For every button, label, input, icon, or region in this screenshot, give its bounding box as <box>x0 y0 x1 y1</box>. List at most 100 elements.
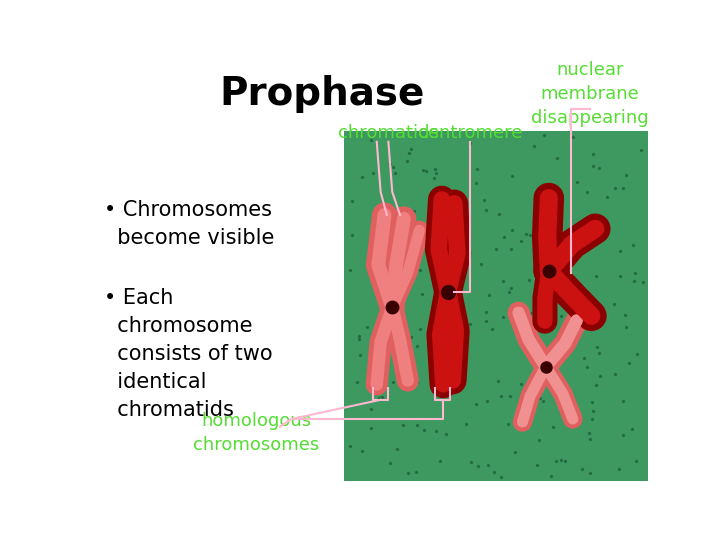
Point <box>587 407 598 416</box>
Point <box>429 210 441 218</box>
Point <box>627 241 639 249</box>
Point <box>590 381 601 389</box>
Point <box>390 219 402 227</box>
Text: nuclear
membrane
disappearing: nuclear membrane disappearing <box>531 62 649 127</box>
Point <box>404 380 415 388</box>
Point <box>570 330 582 339</box>
Point <box>472 462 484 471</box>
Point <box>586 415 598 423</box>
Point <box>637 278 649 286</box>
Point <box>531 358 542 367</box>
Point <box>549 361 561 370</box>
Point <box>621 171 632 179</box>
Point <box>593 349 605 357</box>
Point <box>563 260 575 268</box>
Point <box>542 377 554 386</box>
Point <box>370 273 382 282</box>
Point <box>411 342 423 350</box>
Point <box>368 168 379 177</box>
Point <box>620 310 631 319</box>
Point <box>481 397 492 406</box>
Point <box>492 377 504 386</box>
Point <box>551 383 562 391</box>
Point <box>431 427 442 436</box>
Point <box>587 398 598 407</box>
Point <box>609 369 621 378</box>
Point <box>571 177 582 186</box>
Point <box>490 245 502 253</box>
Point <box>515 380 526 388</box>
Point <box>563 288 575 297</box>
Text: • Each
  chromosome
  consists of two
  identical
  chromatids: • Each chromosome consists of two identi… <box>104 288 273 420</box>
Point <box>525 309 536 318</box>
Point <box>454 363 465 372</box>
Point <box>447 384 459 393</box>
Point <box>416 289 428 298</box>
Point <box>365 404 377 413</box>
Point <box>554 341 566 349</box>
Point <box>590 272 602 280</box>
Point <box>408 207 419 215</box>
Point <box>387 326 399 334</box>
Point <box>564 293 576 302</box>
Point <box>584 469 595 477</box>
Point <box>405 333 416 341</box>
Point <box>498 313 509 321</box>
Point <box>365 253 377 261</box>
Text: Prophase: Prophase <box>220 75 426 113</box>
Point <box>538 131 549 139</box>
Point <box>613 464 625 473</box>
Point <box>524 376 536 384</box>
Point <box>534 394 546 403</box>
Point <box>374 214 385 223</box>
Point <box>584 229 595 238</box>
Point <box>361 322 373 331</box>
Text: homologous
chromosomes: homologous chromosomes <box>194 412 320 454</box>
Point <box>576 464 588 473</box>
Point <box>523 276 534 285</box>
Point <box>567 132 579 141</box>
Point <box>578 353 590 362</box>
Point <box>614 247 626 256</box>
Point <box>387 377 399 386</box>
Point <box>550 457 562 465</box>
Point <box>347 231 359 240</box>
Bar <box>344 131 648 481</box>
Point <box>366 377 378 386</box>
Point <box>414 265 426 274</box>
Point <box>472 165 483 174</box>
Point <box>629 276 640 285</box>
Point <box>523 333 534 341</box>
Point <box>548 286 559 295</box>
Point <box>531 461 543 469</box>
Text: • Chromosomes
  become visible: • Chromosomes become visible <box>104 200 274 247</box>
Point <box>354 334 365 343</box>
Point <box>617 396 629 405</box>
Point <box>498 233 510 241</box>
Point <box>412 421 423 429</box>
Point <box>414 325 426 333</box>
Point <box>464 253 475 261</box>
Point <box>418 426 429 435</box>
Point <box>351 377 363 386</box>
Point <box>524 231 536 240</box>
Point <box>629 268 641 277</box>
Point <box>520 230 531 239</box>
Point <box>551 153 562 162</box>
Text: centromere: centromere <box>418 124 522 141</box>
Point <box>384 159 396 168</box>
Point <box>464 320 476 328</box>
Point <box>475 260 487 268</box>
Point <box>373 217 384 226</box>
Point <box>554 185 565 194</box>
Point <box>617 431 629 440</box>
Point <box>392 444 403 453</box>
Point <box>506 226 518 234</box>
Point <box>590 235 601 244</box>
Point <box>417 165 428 174</box>
Point <box>405 145 416 154</box>
Point <box>493 210 505 218</box>
Point <box>546 423 558 431</box>
Point <box>505 245 516 254</box>
Point <box>470 399 482 408</box>
